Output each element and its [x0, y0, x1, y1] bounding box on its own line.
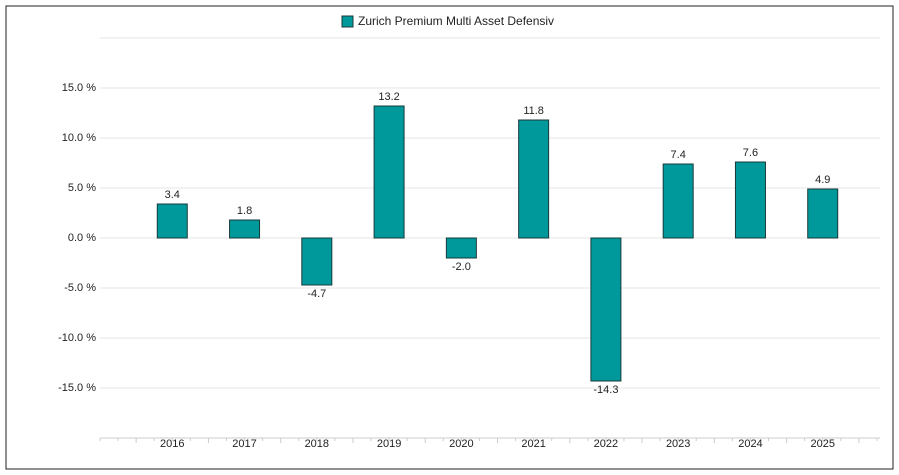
- x-tick-label: 2024: [738, 438, 762, 450]
- data-label: 11.8: [523, 105, 544, 117]
- x-tick-label: 2021: [521, 438, 545, 450]
- x-tick-label: 2019: [377, 438, 401, 450]
- x-tick-label: 2025: [810, 438, 834, 450]
- data-label: 4.9: [815, 174, 830, 186]
- x-tick-label: 2016: [160, 438, 184, 450]
- bar: [662, 163, 694, 239]
- x-tick-label: 2022: [594, 438, 618, 450]
- y-tick-label: -10.0 %: [58, 332, 96, 344]
- bar: [156, 203, 188, 239]
- bar: [301, 237, 333, 286]
- bar: [229, 219, 261, 239]
- bar: [734, 161, 766, 239]
- x-tick-label: 2018: [305, 438, 329, 450]
- bar: [445, 237, 477, 259]
- bar: [518, 119, 550, 239]
- data-label: -4.7: [307, 288, 326, 300]
- y-tick-label: 15.0 %: [62, 82, 96, 94]
- bar: [807, 188, 839, 239]
- legend-label: Zurich Premium Multi Asset Defensiv: [358, 14, 554, 28]
- y-tick-label: 5.0 %: [68, 182, 96, 194]
- data-label: 7.4: [671, 149, 686, 161]
- y-tick-label: -15.0 %: [58, 382, 96, 394]
- data-label: 7.6: [743, 147, 758, 159]
- data-label: -2.0: [452, 261, 471, 273]
- y-tick-label: -5.0 %: [64, 282, 96, 294]
- data-label: -14.3: [593, 384, 618, 396]
- bar: [373, 105, 405, 239]
- x-tick-label: 2020: [449, 438, 473, 450]
- data-label: 13.2: [378, 91, 399, 103]
- x-tick-label: 2017: [232, 438, 256, 450]
- data-label: 1.8: [237, 205, 252, 217]
- y-tick-label: 10.0 %: [62, 132, 96, 144]
- legend-swatch: [341, 15, 354, 28]
- data-label: 3.4: [165, 189, 180, 201]
- bar: [590, 237, 622, 382]
- y-tick-label: 0.0 %: [68, 232, 96, 244]
- x-tick-label: 2023: [666, 438, 690, 450]
